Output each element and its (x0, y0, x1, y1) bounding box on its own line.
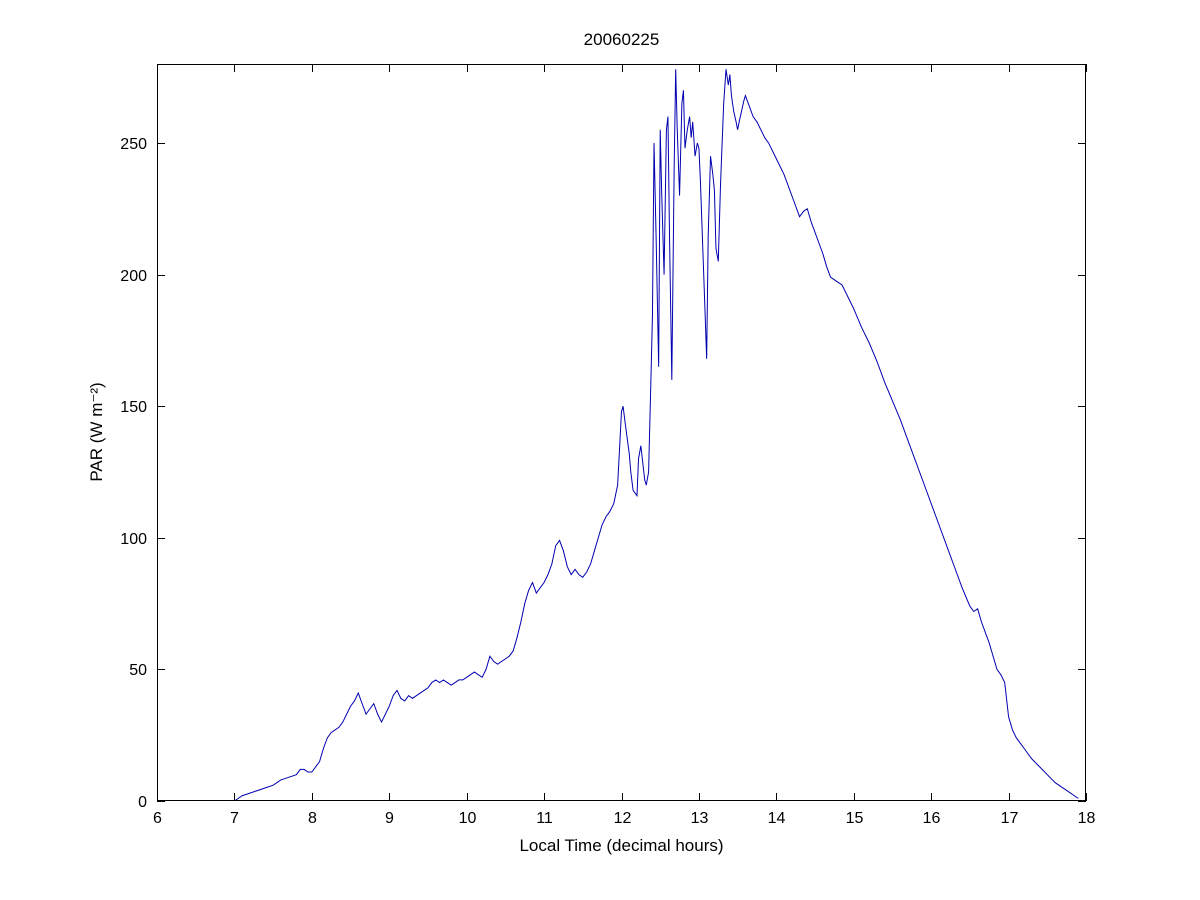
y-tick-label: 250 (120, 136, 147, 153)
x-tick-label: 10 (459, 810, 477, 827)
y-axis-label: PAR (W m⁻²) (87, 382, 106, 482)
x-axis-label: Local Time (decimal hours) (519, 836, 724, 855)
y-tick-label: 150 (120, 399, 147, 416)
x-tick-label: 8 (308, 810, 317, 827)
x-tick-label: 9 (385, 810, 394, 827)
y-tick-label: 50 (129, 662, 147, 679)
data-line (234, 69, 1079, 801)
x-tick-label: 13 (691, 810, 709, 827)
x-tick-label: 6 (153, 810, 162, 827)
x-tick-label: 14 (768, 810, 786, 827)
x-tick-label: 7 (230, 810, 239, 827)
y-tick-label: 200 (120, 268, 147, 285)
axes-box (157, 64, 1086, 801)
x-tick-label: 18 (1078, 810, 1096, 827)
x-tick-label: 12 (614, 810, 632, 827)
plot-area: 6 7 8 9 10 11 12 13 14 15 16 17 18 0 50 100 150 200 250 (120, 64, 1096, 827)
chart-title: 20060225 (583, 30, 660, 49)
x-tick-label: 11 (536, 810, 553, 827)
y-tick-label: 0 (138, 794, 147, 811)
x-tick-label: 15 (846, 810, 864, 827)
y-tick-label: 100 (120, 531, 147, 548)
x-tick-label: 17 (1001, 810, 1019, 827)
x-tick-label: 16 (923, 810, 941, 827)
